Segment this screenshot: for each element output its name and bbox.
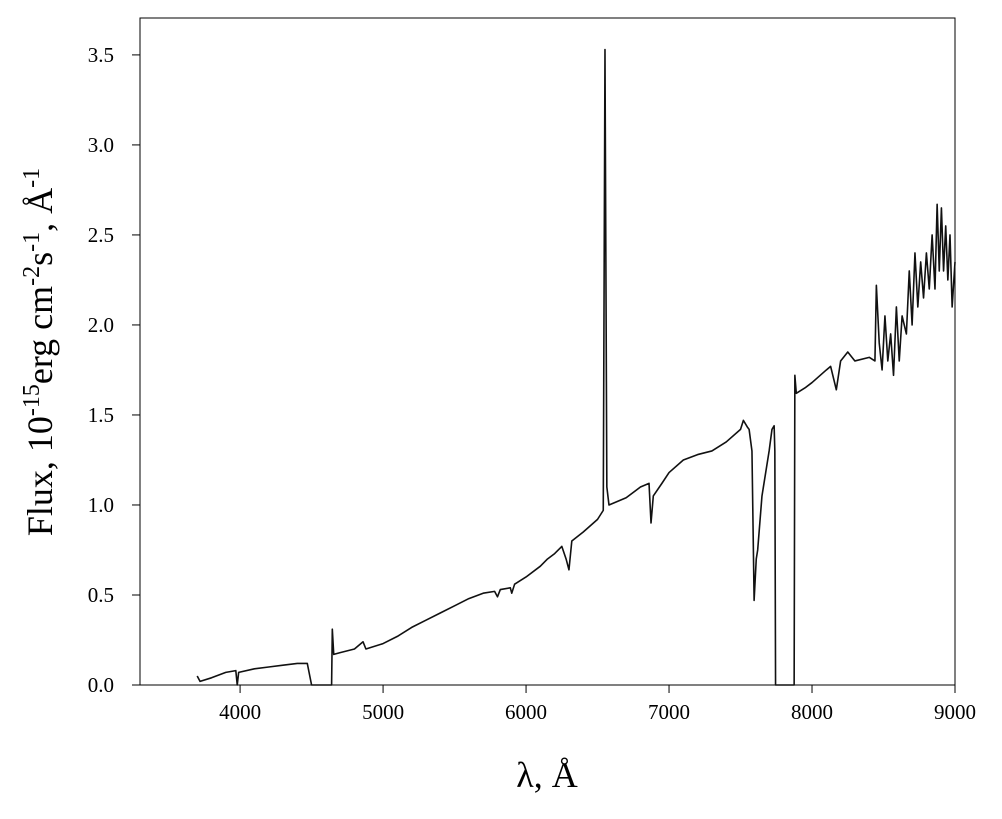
plot-frame [139,17,956,686]
x-tick-label: 9000 [934,700,976,724]
y-axis-title-part: s [20,252,60,266]
y-axis-title-part: erg cm [20,286,60,384]
y-tick-label: 1.5 [88,403,114,427]
y-axis-title-part: Flux, 10 [20,416,60,536]
y-axis-title-part: , Å [20,188,60,232]
y-tick-label: 2.5 [88,223,114,247]
y-tick-label: 0.5 [88,583,114,607]
y-axis-title-part: -15 [19,384,45,416]
x-tick-label: 7000 [648,700,690,724]
y-axis-title-part: -1 [19,232,45,252]
y-tick-label: 3.0 [88,133,114,157]
y-tick-label: 2.0 [88,313,114,337]
y-tick-label: 3.5 [88,43,114,67]
x-tick-label: 8000 [791,700,833,724]
x-tick-label: 4000 [219,700,261,724]
x-tick-label: 6000 [505,700,547,724]
x-tick-label: 5000 [362,700,404,724]
y-axis-title-part: -1 [19,168,45,188]
x-axis-title: λ, Å [516,755,577,795]
spectrum-line [196,48,956,686]
y-axis-title-part: -2 [19,266,45,286]
y-axis-title: Flux, 10-15erg cm-2s-1, Å-1 [19,168,60,536]
y-tick-label: 0.0 [88,673,114,697]
y-tick-label: 1.0 [88,493,114,517]
